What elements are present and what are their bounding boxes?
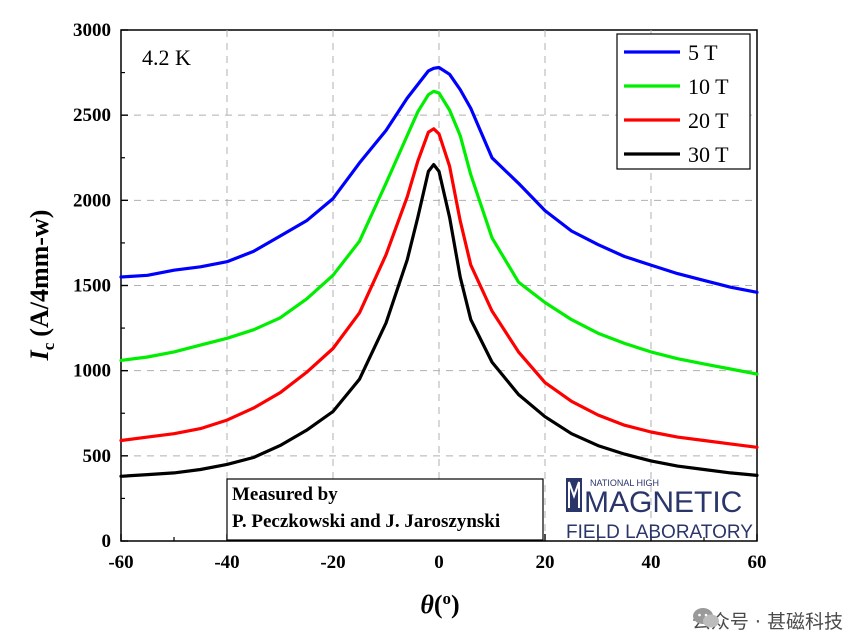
watermark-text: 公众号 · 甚磁科技 (691, 611, 843, 633)
series-lines (119, 65, 759, 478)
x-tick-label: 40 (642, 552, 661, 573)
logo-m-glyph (568, 481, 580, 508)
axis-ticks: -60 -40 -20 0 20 40 60 0 500 1000 1500 2000 2500 3000 (73, 20, 767, 573)
x-tick-label: 60 (748, 552, 767, 573)
y-axis-label-sub: c (39, 342, 58, 350)
x-unit-open: ( (434, 590, 443, 619)
x-tick-label: 20 (536, 552, 555, 573)
y-tick-label: 0 (102, 531, 112, 552)
series-line-20t (119, 127, 759, 449)
x-unit-close: ) (451, 590, 460, 619)
x-tick-label: 0 (434, 552, 444, 573)
x-axis-label: θ(o) (420, 589, 459, 619)
temperature-label: 4.2 K (142, 45, 191, 70)
y-tick-label: 3000 (73, 20, 111, 41)
legend-box (616, 33, 751, 170)
series-line-10t (119, 89, 759, 376)
grid (121, 30, 757, 541)
svg-text:Ic(A/4mm-w): Ic (A/4mm-w) (25, 210, 58, 362)
legend-label: 20 T (688, 108, 729, 133)
x-axis-label-unit: (o) (434, 589, 460, 619)
credit-line-2: P. Peczkowski and J. Jaroszynski (232, 511, 500, 532)
legend-label: 10 T (688, 74, 729, 99)
x-unit-degree: o (443, 589, 452, 608)
logo-middle-text: MAGNETIC (584, 486, 742, 519)
legend-label: 30 T (688, 142, 729, 167)
legend: 5 T 10 T 20 T 30 T (616, 33, 751, 170)
credit-box: Measured by P. Peczkowski and J. Jaroszy… (226, 478, 544, 541)
y-axis-label: Ic (A/4mm-w) (25, 210, 58, 362)
maglab-logo: NATIONAL HIGH MAGNETIC FIELD LABORATORY (566, 478, 753, 543)
y-tick-label: 2500 (73, 105, 111, 126)
y-tick-label: 2000 (73, 190, 111, 211)
x-tick-label: -20 (320, 552, 345, 573)
y-tick-label: 500 (83, 446, 112, 467)
y-tick-label: 1000 (73, 361, 111, 382)
x-tick-label: -40 (214, 552, 239, 573)
logo-top-text: NATIONAL HIGH (590, 478, 659, 488)
credit-line-1: Measured by (232, 484, 338, 505)
legend-label: 5 T (688, 40, 718, 65)
x-tick-label: -60 (108, 552, 133, 573)
y-tick-label: 1500 (73, 276, 111, 297)
credit-box-frame (226, 478, 544, 541)
series-line-30t (119, 163, 759, 478)
x-axis-label-symbol: θ (420, 590, 434, 619)
logo-bottom-text: FIELD LABORATORY (566, 522, 753, 543)
y-axis-label-unit: (A/4mm-w) (25, 210, 54, 337)
wechat-icon (692, 608, 719, 628)
series-line-5t (119, 65, 759, 294)
y-axis-label-main: I (25, 349, 54, 361)
watermark: 公众号 · 甚磁科技 (692, 607, 843, 634)
